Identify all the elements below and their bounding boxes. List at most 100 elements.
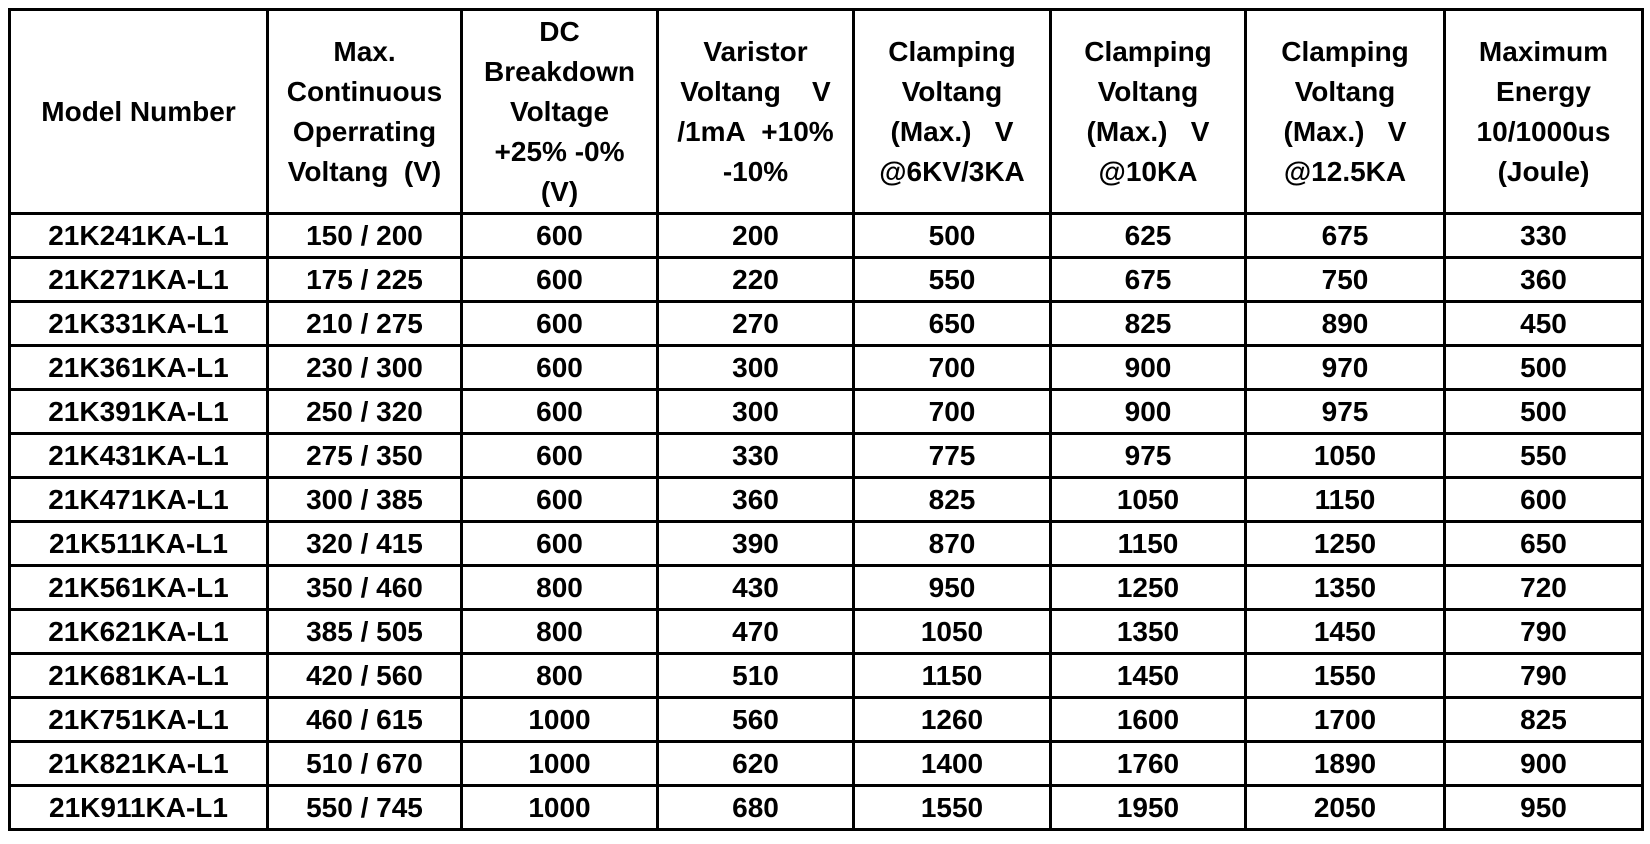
table-header-row: Model Number Max. Continuous Operrating … — [8, 8, 1644, 215]
model-number-cell: 21K391KA-L1 — [8, 388, 269, 435]
value-cell: 675 — [1049, 256, 1247, 303]
value-cell: 600 — [460, 344, 659, 391]
value-cell: 700 — [852, 388, 1052, 435]
value-cell: 2050 — [1244, 784, 1446, 831]
value-cell: 450 — [1443, 300, 1644, 347]
table-body: 21K241KA-L1 150 / 200 600 200 500 625 675 330 21… — [8, 212, 1644, 831]
value-cell: 220 — [656, 256, 855, 303]
value-cell: 900 — [1049, 388, 1247, 435]
value-cell: 330 — [656, 432, 855, 479]
model-number-cell: 21K431KA-L1 — [8, 432, 269, 479]
model-number-cell: 21K821KA-L1 — [8, 740, 269, 787]
value-cell: 600 — [460, 212, 659, 259]
value-cell: 975 — [1244, 388, 1446, 435]
value-cell: 1000 — [460, 696, 659, 743]
value-cell: 625 — [1049, 212, 1247, 259]
value-cell: 1250 — [1244, 520, 1446, 567]
value-cell: 950 — [1443, 784, 1644, 831]
value-cell: 650 — [1443, 520, 1644, 567]
value-cell: 600 — [1443, 476, 1644, 523]
value-cell: 1250 — [1049, 564, 1247, 611]
value-cell: 675 — [1244, 212, 1446, 259]
value-cell: 1050 — [852, 608, 1052, 655]
table-row: 21K241KA-L1 150 / 200 600 200 500 625 675 330 — [8, 212, 1644, 259]
model-number-cell: 21K361KA-L1 — [8, 344, 269, 391]
model-number-cell: 21K681KA-L1 — [8, 652, 269, 699]
value-cell: 975 — [1049, 432, 1247, 479]
table-row: 21K331KA-L1 210 / 275 600 270 650 825 890 450 — [8, 300, 1644, 347]
table-row: 21K471KA-L1 300 / 385 600 360 825 1050 1150 600 — [8, 476, 1644, 523]
value-cell: 600 — [460, 432, 659, 479]
value-cell: 1050 — [1244, 432, 1446, 479]
value-cell: 210 / 275 — [266, 300, 463, 347]
header-clamping-voltage-12-5ka: Clamping Voltang (Max.) V @12.5KA — [1244, 8, 1446, 215]
value-cell: 720 — [1443, 564, 1644, 611]
value-cell: 1450 — [1049, 652, 1247, 699]
value-cell: 360 — [1443, 256, 1644, 303]
model-number-cell: 21K511KA-L1 — [8, 520, 269, 567]
value-cell: 600 — [460, 520, 659, 567]
value-cell: 825 — [1049, 300, 1247, 347]
value-cell: 650 — [852, 300, 1052, 347]
value-cell: 600 — [460, 388, 659, 435]
value-cell: 1400 — [852, 740, 1052, 787]
value-cell: 550 / 745 — [266, 784, 463, 831]
value-cell: 1260 — [852, 696, 1052, 743]
value-cell: 970 — [1244, 344, 1446, 391]
model-number-cell: 21K751KA-L1 — [8, 696, 269, 743]
value-cell: 510 / 670 — [266, 740, 463, 787]
value-cell: 270 — [656, 300, 855, 347]
model-number-cell: 21K911KA-L1 — [8, 784, 269, 831]
value-cell: 870 — [852, 520, 1052, 567]
header-varistor-voltage: Varistor Voltang V /1mA +10% -10% — [656, 8, 855, 215]
value-cell: 1150 — [852, 652, 1052, 699]
header-max-continuous-operating-voltage: Max. Continuous Operrating Voltang (V) — [266, 8, 463, 215]
table-row: 21K391KA-L1 250 / 320 600 300 700 900 975 500 — [8, 388, 1644, 435]
table-row: 21K561KA-L1 350 / 460 800 430 950 1250 1350 720 — [8, 564, 1644, 611]
value-cell: 1600 — [1049, 696, 1247, 743]
model-number-cell: 21K561KA-L1 — [8, 564, 269, 611]
value-cell: 680 — [656, 784, 855, 831]
value-cell: 330 — [1443, 212, 1644, 259]
value-cell: 560 — [656, 696, 855, 743]
value-cell: 620 — [656, 740, 855, 787]
value-cell: 175 / 225 — [266, 256, 463, 303]
value-cell: 600 — [460, 476, 659, 523]
value-cell: 390 — [656, 520, 855, 567]
value-cell: 825 — [852, 476, 1052, 523]
value-cell: 825 — [1443, 696, 1644, 743]
value-cell: 1000 — [460, 784, 659, 831]
value-cell: 890 — [1244, 300, 1446, 347]
table-row: 21K911KA-L1 550 / 745 1000 680 1550 1950 2050 9… — [8, 784, 1644, 831]
table-row: 21K821KA-L1 510 / 670 1000 620 1400 1760 1890 9… — [8, 740, 1644, 787]
value-cell: 250 / 320 — [266, 388, 463, 435]
value-cell: 360 — [656, 476, 855, 523]
value-cell: 300 — [656, 344, 855, 391]
value-cell: 1760 — [1049, 740, 1247, 787]
table-row: 21K431KA-L1 275 / 350 600 330 775 975 1050 550 — [8, 432, 1644, 479]
table-row: 21K681KA-L1 420 / 560 800 510 1150 1450 1550 79… — [8, 652, 1644, 699]
value-cell: 500 — [1443, 344, 1644, 391]
value-cell: 1000 — [460, 740, 659, 787]
value-cell: 600 — [460, 300, 659, 347]
value-cell: 350 / 460 — [266, 564, 463, 611]
table-row: 21K361KA-L1 230 / 300 600 300 700 900 970 500 — [8, 344, 1644, 391]
model-number-cell: 21K241KA-L1 — [8, 212, 269, 259]
value-cell: 275 / 350 — [266, 432, 463, 479]
value-cell: 1700 — [1244, 696, 1446, 743]
value-cell: 550 — [1443, 432, 1644, 479]
value-cell: 1150 — [1049, 520, 1247, 567]
value-cell: 800 — [460, 608, 659, 655]
value-cell: 1890 — [1244, 740, 1446, 787]
header-maximum-energy: Maximum Energy 10/1000us (Joule) — [1443, 8, 1644, 215]
value-cell: 1350 — [1244, 564, 1446, 611]
value-cell: 385 / 505 — [266, 608, 463, 655]
value-cell: 1350 — [1049, 608, 1247, 655]
value-cell: 800 — [460, 652, 659, 699]
value-cell: 750 — [1244, 256, 1446, 303]
value-cell: 300 / 385 — [266, 476, 463, 523]
value-cell: 790 — [1443, 652, 1644, 699]
table-row: 21K511KA-L1 320 / 415 600 390 870 1150 1250 650 — [8, 520, 1644, 567]
value-cell: 700 — [852, 344, 1052, 391]
